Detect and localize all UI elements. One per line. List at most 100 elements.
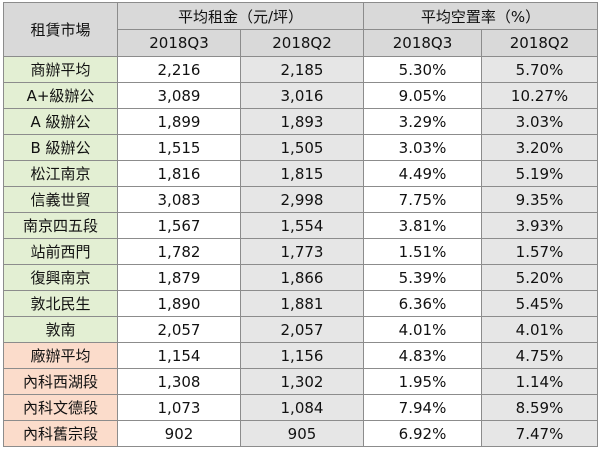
market-cell: A+級辦公 [3, 82, 118, 109]
market-cell: 敦南 [3, 316, 118, 343]
vacancy-q3-cell: 6.36% [363, 290, 482, 317]
table-row: B 級辦公 1,515 1,505 3.03% 3.20% [3, 134, 599, 161]
market-cell: 復興南京 [3, 264, 118, 291]
rent-q3-cell: 1,816 [117, 160, 241, 187]
vacancy-q3-cell: 3.81% [363, 212, 482, 239]
rent-q3-cell: 3,083 [117, 186, 241, 213]
vacancy-q3-cell: 4.83% [363, 342, 482, 369]
vacancy-q2-cell: 5.20% [480, 264, 599, 291]
rent-q3-cell: 1,154 [117, 342, 241, 369]
market-cell: 敦北民生 [3, 290, 118, 317]
vacancy-q2-cell: 3.03% [480, 108, 599, 135]
vacancy-q2-cell: 1.57% [480, 238, 599, 265]
rent-q2-cell: 1,893 [240, 108, 364, 135]
table-row: 復興南京 1,879 1,866 5.39% 5.20% [3, 264, 599, 291]
table-row: 內科舊宗段 902 905 6.92% 7.47% [3, 420, 599, 447]
rent-q3-cell: 2,216 [117, 56, 241, 83]
table-row: 敦北民生 1,890 1,881 6.36% 5.45% [3, 290, 599, 317]
vacancy-q2-cell: 3.20% [480, 134, 599, 161]
market-cell: 商辦平均 [3, 56, 118, 83]
rent-q3-cell: 1,567 [117, 212, 241, 239]
vacancy-q2-cell: 9.35% [480, 186, 599, 213]
vacancy-q3-cell: 4.49% [363, 160, 482, 187]
vacancy-q3-cell: 5.30% [363, 56, 482, 83]
rent-q2-cell: 1,773 [240, 238, 364, 265]
market-cell: 廠辦平均 [3, 342, 118, 369]
vacancy-q2-cell: 1.14% [480, 368, 599, 395]
rent-q2-cell: 1,505 [240, 134, 364, 161]
vacancy-q2-cell: 7.47% [480, 420, 599, 447]
rent-q2-cell: 3,016 [240, 82, 364, 109]
market-cell: 站前西門 [3, 238, 118, 265]
rent-q3-cell: 1,890 [117, 290, 241, 317]
rent-q2-cell: 1,881 [240, 290, 364, 317]
market-cell: 信義世貿 [3, 186, 118, 213]
rent-q2-cell: 1,815 [240, 160, 364, 187]
table-row: 廠辦平均 1,154 1,156 4.83% 4.75% [3, 342, 599, 369]
vacancy-q3-cell: 7.94% [363, 394, 482, 421]
table-row: 敦南 2,057 2,057 4.01% 4.01% [3, 316, 599, 343]
rent-q3-cell: 902 [117, 420, 241, 447]
vacancy-q2-cell: 5.19% [480, 160, 599, 187]
rent-q2-cell: 905 [240, 420, 364, 447]
vacancy-q3-cell: 7.75% [363, 186, 482, 213]
market-cell: 內科文德段 [3, 394, 118, 421]
table-row: 站前西門 1,782 1,773 1.51% 1.57% [3, 238, 599, 265]
header-row-groups: 租賃市場 平均租金（元/坪） 平均空置率（%） [3, 2, 599, 57]
rent-q3-cell: 1,308 [117, 368, 241, 395]
market-cell: 內科舊宗段 [3, 420, 118, 447]
vacancy-q3-cell: 4.01% [363, 316, 482, 343]
table-row: 內科文德段 1,073 1,084 7.94% 8.59% [3, 394, 599, 421]
table-row: A+級辦公 3,089 3,016 9.05% 10.27% [3, 82, 599, 109]
rent-q2-cell: 1,302 [240, 368, 364, 395]
rent-q3-cell: 2,057 [117, 316, 241, 343]
market-cell: B 級辦公 [3, 134, 118, 161]
vacancy-q3-cell: 3.29% [363, 108, 482, 135]
rent-q3-cell: 1,073 [117, 394, 241, 421]
rent-vacancy-table: 租賃市場 平均租金（元/坪） 平均空置率（%） 2018Q3 2018Q2 20… [3, 2, 599, 447]
vacancy-q2-cell: 5.45% [480, 290, 599, 317]
table-row: A 級辦公 1,899 1,893 3.29% 3.03% [3, 108, 599, 135]
rent-q2-cell: 1,084 [240, 394, 364, 421]
market-cell: A 級辦公 [3, 108, 118, 135]
table-row: 商辦平均 2,216 2,185 5.30% 5.70% [3, 56, 599, 83]
rent-q3-cell: 1,899 [117, 108, 241, 135]
rent-q3-cell: 1,879 [117, 264, 241, 291]
vacancy-q3-header: 2018Q3 [363, 29, 482, 57]
market-cell: 松江南京 [3, 160, 118, 187]
rent-q3-cell: 1,515 [117, 134, 241, 161]
vacancy-q2-cell: 4.75% [480, 342, 599, 369]
table-row: 信義世貿 3,083 2,998 7.75% 9.35% [3, 186, 599, 213]
rent-q2-cell: 2,185 [240, 56, 364, 83]
vacancy-q3-cell: 5.39% [363, 264, 482, 291]
rent-q2-cell: 1,156 [240, 342, 364, 369]
vacancy-group-header: 平均空置率（%） [362, 2, 599, 30]
vacancy-q3-cell: 3.03% [363, 134, 482, 161]
table-row: 松江南京 1,816 1,815 4.49% 5.19% [3, 160, 599, 187]
vacancy-q2-cell: 4.01% [480, 316, 599, 343]
market-cell: 南京四五段 [3, 212, 118, 239]
vacancy-q2-cell: 3.93% [480, 212, 599, 239]
rent-q2-cell: 1,554 [240, 212, 364, 239]
vacancy-q3-cell: 9.05% [363, 82, 482, 109]
vacancy-q3-cell: 1.51% [363, 238, 482, 265]
table-body: 商辦平均 2,216 2,185 5.30% 5.70% A+級辦公 3,089 3,016 9… [3, 56, 599, 447]
market-cell: 內科西湖段 [3, 368, 118, 395]
market-column-header: 租賃市場 [3, 2, 118, 57]
rent-q2-cell: 1,866 [240, 264, 364, 291]
rent-q2-cell: 2,057 [240, 316, 364, 343]
rent-q3-cell: 1,782 [117, 238, 241, 265]
vacancy-q2-cell: 10.27% [480, 82, 599, 109]
rent-q2-header: 2018Q2 [240, 29, 364, 57]
table-row: 南京四五段 1,567 1,554 3.81% 3.93% [3, 212, 599, 239]
vacancy-q3-cell: 1.95% [363, 368, 482, 395]
vacancy-q2-cell: 8.59% [480, 394, 599, 421]
header-row-quarters: 2018Q3 2018Q2 2018Q3 2018Q2 [4, 29, 599, 57]
rent-group-header: 平均租金（元/坪） [117, 2, 364, 30]
vacancy-q2-cell: 5.70% [480, 56, 599, 83]
rent-q3-cell: 3,089 [117, 82, 241, 109]
vacancy-q2-header: 2018Q2 [480, 29, 599, 57]
table-row: 內科西湖段 1,308 1,302 1.95% 1.14% [3, 368, 599, 395]
rent-q2-cell: 2,998 [240, 186, 364, 213]
rent-q3-header: 2018Q3 [117, 29, 241, 57]
